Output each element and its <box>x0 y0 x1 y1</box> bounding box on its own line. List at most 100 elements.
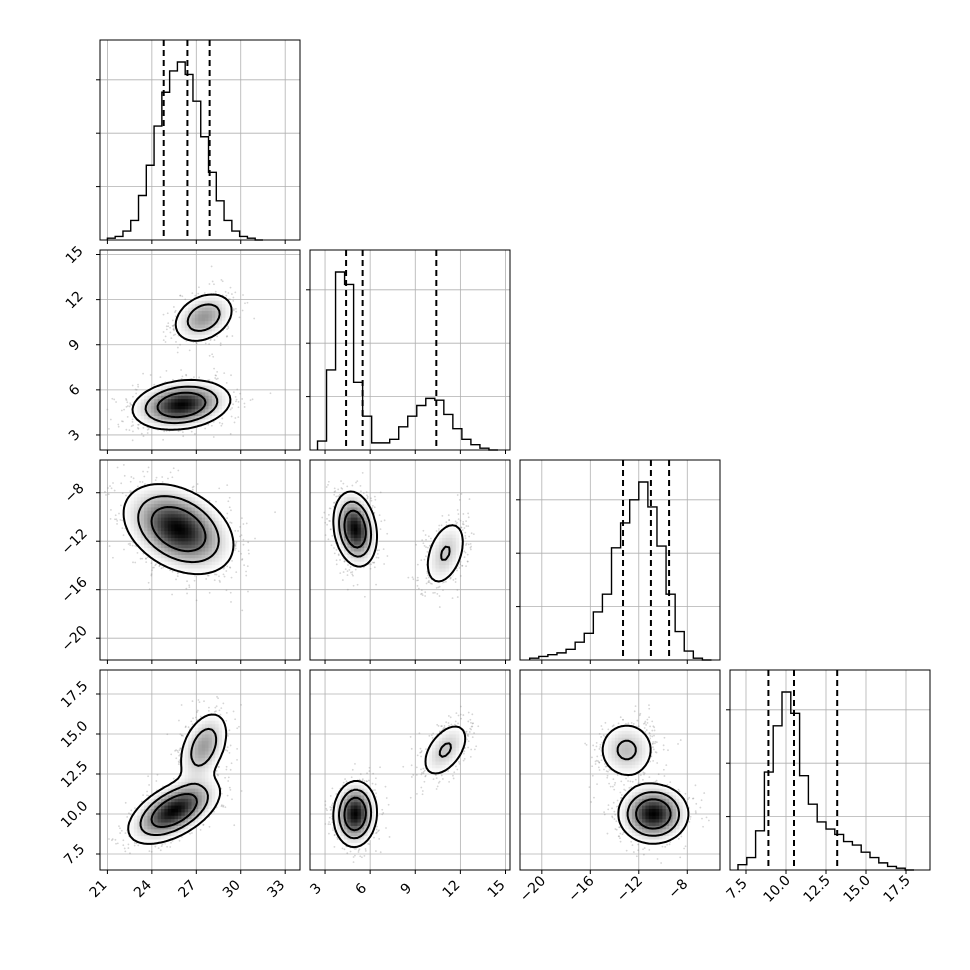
contour-level <box>144 303 221 425</box>
density-cell <box>208 297 213 302</box>
density-cell <box>222 521 227 526</box>
density-cell <box>154 544 159 549</box>
density-cell <box>188 493 193 498</box>
sample-point <box>162 339 165 342</box>
density-cell <box>167 487 172 492</box>
density-cell <box>188 399 193 404</box>
sample-point <box>228 566 231 569</box>
density-cell <box>181 554 186 559</box>
density-cell <box>140 534 145 539</box>
contour-level <box>150 506 207 553</box>
sample-point <box>116 519 119 522</box>
density-cell <box>177 551 182 556</box>
density-cell <box>181 412 186 417</box>
density-cell <box>167 402 172 407</box>
density-cell <box>211 517 216 522</box>
density-cell <box>167 388 172 393</box>
sample-point <box>117 425 120 428</box>
density-cell <box>208 561 213 566</box>
density-cell <box>201 521 206 526</box>
density-cell <box>123 514 128 519</box>
sample-point <box>416 563 419 566</box>
density-cell <box>140 395 145 400</box>
sample-point <box>229 408 232 411</box>
panel-frame <box>99 249 301 451</box>
sample-point <box>172 306 175 308</box>
density-cell <box>150 409 155 414</box>
density-cell <box>205 537 210 542</box>
density-cell <box>157 517 162 522</box>
density-cell <box>177 493 182 498</box>
sample-point <box>235 571 238 574</box>
density-cell <box>137 541 142 546</box>
density-cell <box>177 541 182 546</box>
density-cell <box>157 392 162 397</box>
density-cell <box>177 521 182 526</box>
density-cell <box>225 300 230 305</box>
density-cell <box>140 399 145 404</box>
sample-point <box>162 438 165 441</box>
density-cell <box>194 395 199 400</box>
density-cell <box>218 514 223 519</box>
sample-point <box>222 573 225 576</box>
sample-point <box>162 331 165 333</box>
density-cell <box>171 419 176 424</box>
sample-point <box>110 509 112 511</box>
density-cell <box>177 514 182 519</box>
density-cell <box>198 554 203 559</box>
sample-point <box>241 558 244 560</box>
density-cell <box>181 551 186 556</box>
density-cell <box>137 504 142 509</box>
panel-content <box>321 471 475 608</box>
sample-point <box>193 376 195 379</box>
sample-point <box>165 325 168 328</box>
density-cell <box>194 497 199 502</box>
sample-point <box>169 331 172 334</box>
density-cell <box>205 568 210 573</box>
density-cell <box>144 531 149 536</box>
sample-point <box>233 421 236 424</box>
sample-point <box>167 325 170 328</box>
density-cell <box>218 534 223 539</box>
density-cell <box>201 304 206 309</box>
density-cell <box>191 568 196 573</box>
sample-point <box>120 482 123 485</box>
sample-point <box>110 487 113 490</box>
sample-point <box>223 372 226 375</box>
sample-point <box>205 578 208 580</box>
density-cell <box>198 514 203 519</box>
density-cell <box>201 554 206 559</box>
density-cell <box>137 409 142 414</box>
density-cell <box>191 527 196 532</box>
density-cell <box>225 534 230 539</box>
sample-point <box>223 575 226 578</box>
density-cell <box>205 324 210 329</box>
density-cell <box>177 388 182 393</box>
density-cell <box>198 531 203 536</box>
density-cell <box>208 551 213 556</box>
density-cell <box>225 558 230 563</box>
sample-point <box>109 517 112 520</box>
density-cell <box>164 524 169 529</box>
contour-level <box>122 483 235 576</box>
density-cell <box>161 537 166 542</box>
density-cell <box>198 317 203 322</box>
density-cell <box>147 490 152 495</box>
sample-point <box>214 374 217 377</box>
density-cell <box>198 412 203 417</box>
sample-point <box>208 283 211 285</box>
density-cell <box>150 405 155 410</box>
density-cell <box>133 531 138 536</box>
sample-point <box>348 568 351 571</box>
density-cell <box>198 419 203 424</box>
density-cell <box>218 399 223 404</box>
density-cell <box>161 490 166 495</box>
density-cell <box>171 388 176 393</box>
density-cell <box>144 487 149 492</box>
density-cell <box>184 388 189 393</box>
density-cell <box>137 514 142 519</box>
density-cell <box>215 541 220 546</box>
sample-point <box>242 294 244 296</box>
density-cell <box>161 483 166 488</box>
density-cell <box>150 507 155 512</box>
